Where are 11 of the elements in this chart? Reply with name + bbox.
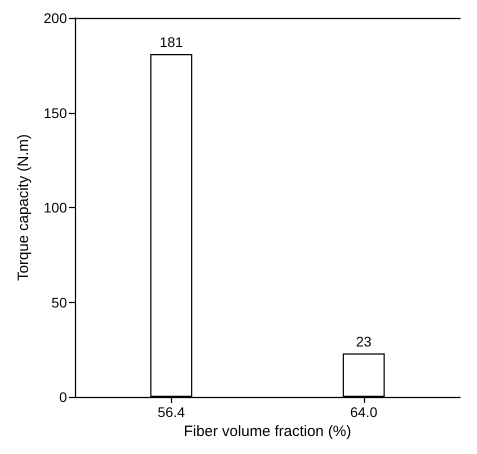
y-axis-title: Torque capacity (N.m)	[15, 134, 32, 281]
y-tick-label: 100	[44, 200, 68, 216]
y-tick-label: 0	[59, 389, 68, 405]
y-tick-label: 150	[44, 104, 68, 121]
y-tick-label: 50	[51, 294, 68, 310]
y-tick-label: 200	[44, 10, 68, 26]
x-tick-label: 64.0	[350, 404, 378, 420]
x-axis-title: Fiber volume fraction (%)	[184, 422, 352, 440]
x-tick-label: 56.4	[158, 404, 186, 420]
data-label: 23	[356, 333, 372, 350]
data-label: 181	[160, 34, 184, 50]
